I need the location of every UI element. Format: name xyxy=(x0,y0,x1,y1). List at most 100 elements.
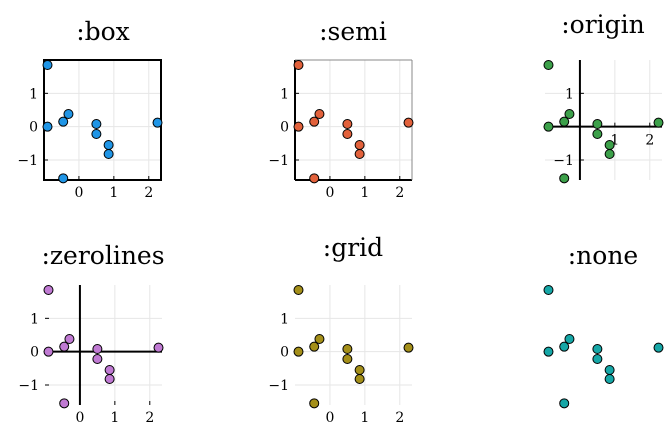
data-point xyxy=(309,398,320,409)
data-point xyxy=(559,398,570,409)
data-point xyxy=(103,149,114,159)
data-point xyxy=(403,117,414,128)
data-point xyxy=(58,116,69,127)
data-point xyxy=(564,334,575,344)
data-point xyxy=(103,140,114,150)
data-point xyxy=(354,374,365,384)
data-point xyxy=(309,341,320,352)
y-tick-label: 0 xyxy=(280,345,289,361)
y-tick-label: −1 xyxy=(553,153,574,169)
data-point xyxy=(543,60,554,70)
data-point xyxy=(559,116,570,127)
subplot-title: :none xyxy=(568,241,638,270)
data-point xyxy=(342,119,353,129)
y-tick-label: 1 xyxy=(29,86,38,102)
data-point xyxy=(91,129,102,139)
x-tick-label: 2 xyxy=(395,185,404,201)
x-tick-label: 0 xyxy=(74,185,83,201)
data-point xyxy=(592,119,603,129)
data-point xyxy=(42,60,53,70)
subplot-title: :semi xyxy=(319,17,387,46)
subplot-none: :none xyxy=(543,241,664,409)
x-tick-label: 0 xyxy=(75,410,84,426)
data-point xyxy=(42,121,53,132)
x-tick-label: 1 xyxy=(610,133,619,149)
y-tick-label: 1 xyxy=(280,86,289,102)
data-point xyxy=(604,149,615,159)
y-tick-label: 0 xyxy=(280,120,289,136)
data-point xyxy=(314,109,325,119)
y-tick-label: −1 xyxy=(268,153,289,169)
data-point xyxy=(293,346,304,357)
data-point xyxy=(564,109,575,119)
data-point xyxy=(559,341,570,352)
data-point xyxy=(92,354,103,364)
data-point xyxy=(354,365,365,375)
data-point xyxy=(592,354,603,364)
subplot-title: :box xyxy=(76,17,130,46)
data-point xyxy=(309,173,320,184)
data-point xyxy=(309,116,320,127)
x-tick-label: 2 xyxy=(145,410,154,426)
data-point xyxy=(314,334,325,344)
subplot-zerolines: :zerolines 0 1 2 1 0 −1 xyxy=(18,241,164,426)
data-point xyxy=(543,346,554,357)
data-point xyxy=(604,365,615,375)
y-tick-label: 1 xyxy=(280,311,289,327)
data-point xyxy=(104,374,115,384)
x-tick-label: 1 xyxy=(360,185,369,201)
data-point xyxy=(92,344,103,354)
y-tick-label: −1 xyxy=(268,378,289,394)
data-point xyxy=(91,119,102,129)
data-point xyxy=(604,374,615,384)
y-tick-label: 0 xyxy=(30,345,39,361)
subplot-title: :origin xyxy=(561,10,645,39)
y-tick-label: −1 xyxy=(17,153,38,169)
x-tick-label: 2 xyxy=(645,133,654,149)
data-point xyxy=(43,346,54,357)
data-point xyxy=(58,173,69,184)
data-point xyxy=(403,342,414,353)
data-point xyxy=(342,129,353,139)
data-point xyxy=(342,354,353,364)
subplot-title: :grid xyxy=(323,233,383,262)
data-point xyxy=(592,344,603,354)
x-tick-label: 2 xyxy=(144,185,153,201)
data-point xyxy=(59,341,70,352)
subplot-grid: :grid 0 1 2 1 0 −1 xyxy=(268,233,414,426)
data-point xyxy=(104,365,115,375)
x-tick-label: 0 xyxy=(325,185,334,201)
x-tick-label: 1 xyxy=(360,410,369,426)
y-tick-label: 0 xyxy=(29,120,38,136)
data-point xyxy=(342,344,353,354)
y-tick-label: −1 xyxy=(18,378,39,394)
data-point xyxy=(604,140,615,150)
data-point xyxy=(354,149,365,159)
x-tick-label: 1 xyxy=(110,410,119,426)
data-point xyxy=(293,121,304,132)
subplot-box: :box 0 1 2 1 0 −1 xyxy=(17,17,163,201)
data-point xyxy=(354,140,365,150)
data-point xyxy=(59,398,70,409)
data-point xyxy=(543,285,554,295)
data-point xyxy=(293,285,304,295)
y-tick-label: 1 xyxy=(565,86,574,102)
data-point xyxy=(592,129,603,139)
data-point xyxy=(63,109,74,119)
subplot-title: :zerolines xyxy=(41,241,164,270)
subplot-semi: :semi 0 1 2 1 0 −1 xyxy=(268,17,414,201)
data-point xyxy=(43,285,54,295)
data-point xyxy=(293,60,304,70)
y-tick-label: 1 xyxy=(30,311,39,327)
data-point xyxy=(152,117,163,128)
x-tick-label: 2 xyxy=(395,410,404,426)
x-tick-label: 0 xyxy=(325,410,334,426)
data-point xyxy=(653,342,664,353)
data-point xyxy=(153,342,164,353)
data-point xyxy=(653,117,664,128)
data-point xyxy=(64,334,75,344)
x-tick-label: 1 xyxy=(109,185,118,201)
subplot-origin: :origin 1 2 1 −1 xyxy=(543,10,664,184)
